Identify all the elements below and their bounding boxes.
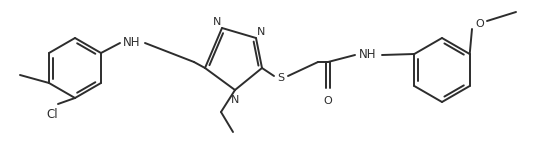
- Text: N: N: [213, 17, 221, 27]
- Text: O: O: [324, 96, 332, 106]
- Text: N: N: [257, 27, 266, 37]
- Text: O: O: [476, 19, 484, 29]
- Text: NH: NH: [359, 48, 377, 61]
- Text: NH: NH: [123, 36, 141, 49]
- Text: Cl: Cl: [46, 108, 58, 121]
- Text: N: N: [231, 95, 239, 105]
- Text: S: S: [278, 73, 285, 83]
